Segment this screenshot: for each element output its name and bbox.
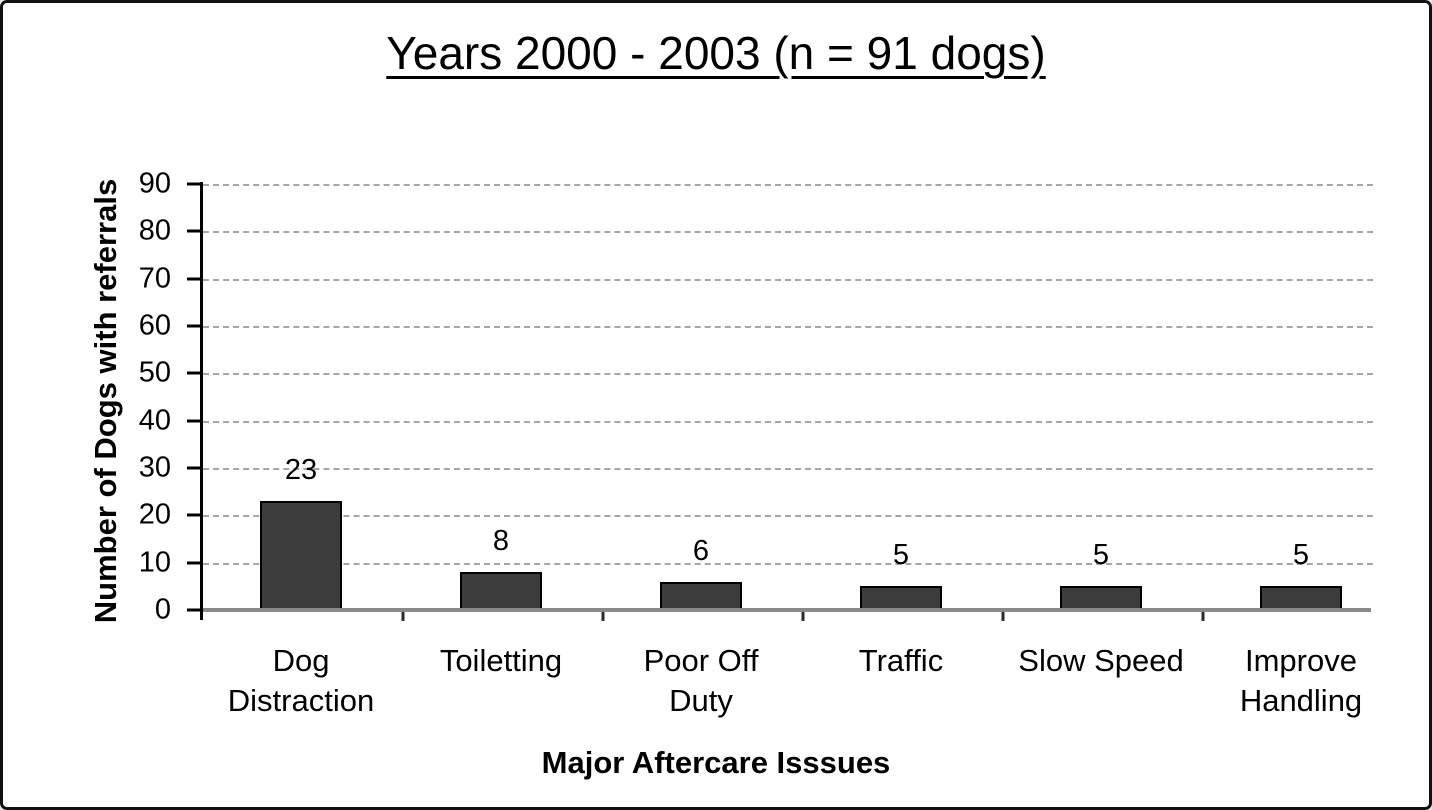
y-tick-label: 10 [138, 546, 171, 579]
y-tick-label: 60 [138, 309, 171, 342]
bar-group: 5 [1260, 184, 1342, 610]
y-axis-tick [187, 277, 201, 281]
y-axis-tick [187, 561, 201, 565]
x-axis-line [203, 608, 1371, 612]
bar [1260, 586, 1342, 610]
x-axis-category-labels: Dog Distraction Toiletting Poor Off Duty… [203, 641, 1373, 727]
x-axis-tick [1001, 612, 1005, 621]
y-axis-tick [187, 371, 201, 375]
y-tick-label: 90 [138, 167, 171, 200]
gridline [203, 231, 1373, 234]
x-category-label: Toiletting [439, 643, 563, 678]
x-axis-title: Major Aftercare Isssues [541, 745, 891, 780]
y-axis-tick [187, 466, 201, 470]
gridline [203, 278, 1373, 281]
x-category-label: Poor Off Duty [643, 643, 759, 718]
y-axis-tick-labels: 90 80 70 60 50 40 30 20 10 0 [3, 169, 189, 624]
bar-group: 23 [260, 184, 342, 610]
bar-value-label: 5 [1292, 539, 1310, 572]
plot-area: 23 8 6 5 5 5 [203, 184, 1373, 610]
y-axis-tick-marks [187, 182, 201, 612]
chart-title: Years 2000 - 2003 (n = 91 dogs) [386, 27, 1046, 79]
x-axis-tick [401, 612, 405, 621]
bar [260, 501, 342, 610]
y-tick-label: 0 [154, 593, 171, 626]
bar-group: 6 [660, 184, 742, 610]
y-axis-tick [187, 513, 201, 517]
gridline [203, 325, 1373, 328]
y-axis-tick [187, 608, 201, 612]
gridline [203, 515, 1373, 518]
y-tick-label: 40 [138, 404, 171, 437]
gridline [203, 467, 1373, 470]
bar [460, 572, 542, 610]
bar [860, 586, 942, 610]
y-tick-label: 50 [138, 356, 171, 389]
y-axis-tick [187, 182, 201, 186]
bar [660, 581, 742, 610]
bar-group: 5 [860, 184, 942, 610]
y-axis-tick [187, 324, 201, 328]
bar-value-label: 6 [692, 534, 710, 567]
gridline [203, 373, 1373, 376]
bar-value-label: 8 [492, 525, 510, 558]
y-axis-tick [187, 419, 201, 423]
y-tick-label: 20 [138, 498, 171, 531]
x-category-label: Dog Distraction [227, 643, 375, 718]
y-axis-tick [187, 229, 201, 233]
gridline [203, 562, 1373, 565]
x-axis-tick [1201, 612, 1205, 621]
x-axis-tick [601, 612, 605, 621]
bar-group: 5 [1060, 184, 1142, 610]
x-axis-tick [801, 612, 805, 621]
x-axis-tick-marks [203, 612, 1373, 622]
x-category-label: Slow Speed [1018, 643, 1184, 678]
bar-value-label: 5 [892, 539, 910, 572]
y-tick-label: 30 [138, 451, 171, 484]
x-category-label: Improve Handling [1239, 643, 1363, 718]
bar-value-label: 5 [1092, 539, 1110, 572]
y-tick-label: 70 [138, 262, 171, 295]
bar [1060, 586, 1142, 610]
y-axis-line [200, 182, 203, 620]
bar-value-label: 23 [284, 454, 318, 487]
y-tick-label: 80 [138, 214, 171, 247]
x-category-label: Traffic [858, 643, 944, 678]
gridline [203, 184, 1373, 186]
bar-group: 8 [460, 184, 542, 610]
gridline [203, 420, 1373, 423]
